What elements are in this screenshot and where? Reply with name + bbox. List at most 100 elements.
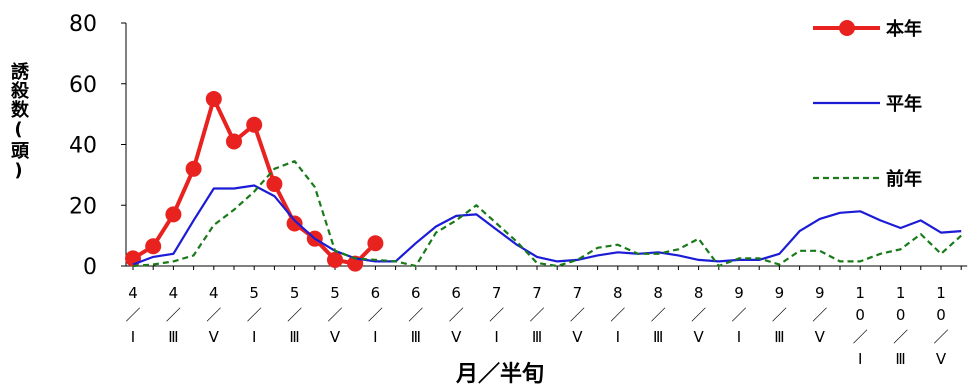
legend-item: 平年 [813, 93, 922, 115]
x-tick-label: Ⅴ [693, 328, 704, 346]
x-tick-label: 7 [492, 284, 502, 302]
x-tick-label: Ⅲ [168, 328, 178, 346]
x-tick-label: ／ [287, 306, 302, 324]
y-tick-label: 0 [83, 255, 97, 280]
x-tick-label: ／ [933, 328, 948, 346]
x-tick-label: 0 [936, 306, 946, 324]
series-marker [165, 206, 182, 223]
legend-label: 本年 [886, 18, 922, 40]
x-tick-label: Ⅰ [737, 328, 741, 346]
series-marker [266, 175, 283, 192]
y-axis-label-text: 誘殺数(頭) [8, 62, 29, 182]
x-tick-label: 9 [734, 284, 744, 302]
legend-marker [839, 20, 855, 36]
x-tick-label: ／ [529, 306, 544, 324]
x-tick-label: 0 [896, 306, 906, 324]
x-tick-label: 5 [290, 284, 300, 302]
x-tick-label: Ⅰ [616, 328, 620, 346]
x-tick-label: ／ [772, 306, 787, 324]
x-tick-label: ／ [368, 306, 383, 324]
series-marker [185, 160, 202, 177]
x-tick-label: Ⅴ [330, 328, 341, 346]
series-marker [367, 235, 384, 252]
y-axis-label: 誘殺数(頭) [4, 62, 34, 232]
x-tick-label: Ⅲ [653, 328, 663, 346]
x-tick-label: 4 [169, 284, 179, 302]
x-tick-label: ／ [570, 306, 585, 324]
x-tick-label: 4 [128, 284, 138, 302]
x-tick-label: 7 [573, 284, 583, 302]
x-tick-label: Ⅴ [209, 328, 220, 346]
x-tick-label: ／ [731, 306, 746, 324]
series-2 [132, 184, 962, 266]
x-tick-label: 0 [855, 306, 865, 324]
x-axis-label: 月／半旬 [455, 362, 544, 387]
x-tick-label: 9 [815, 284, 825, 302]
series-layer [125, 90, 962, 272]
x-tick-label: 6 [451, 284, 461, 302]
legend-label: 平年 [886, 93, 922, 115]
x-tick-label: Ⅴ [936, 350, 947, 368]
series-marker [286, 215, 303, 232]
x-tick-label: ／ [893, 328, 908, 346]
x-tick-label: ／ [691, 306, 706, 324]
x-tick-label: Ⅰ [252, 328, 256, 346]
x-tick-label: ／ [610, 306, 625, 324]
series-1 [125, 90, 384, 272]
x-tick-label: 5 [330, 284, 340, 302]
legend-item: 前年 [813, 168, 922, 190]
series-marker [226, 133, 242, 150]
series-line [132, 160, 962, 268]
y-axis: 0 20 40 60 80 [69, 12, 127, 280]
x-tick-label: Ⅰ [494, 328, 498, 346]
y-tick-label: 80 [69, 12, 97, 37]
x-tick-label: Ⅰ [131, 328, 135, 346]
x-tick-label: 7 [532, 284, 542, 302]
x-tick-label: Ⅲ [411, 328, 421, 346]
x-tick-label: 1 [855, 284, 865, 302]
x-tick-label: ／ [853, 328, 868, 346]
x-tick-label: Ⅲ [289, 328, 299, 346]
x-tick-label: Ⅰ [858, 350, 862, 368]
x-tick-label: ／ [206, 306, 221, 324]
x-tick-label: Ⅴ [815, 328, 826, 346]
x-tick-label: ／ [408, 306, 423, 324]
x-tick-label: ／ [449, 306, 464, 324]
x-tick-label: 4 [209, 284, 219, 302]
x-tick-label: 6 [411, 284, 421, 302]
x-axis: 4 ／ Ⅰ 4 ／ Ⅲ 4 ／ Ⅴ 5 ／ Ⅰ 5 ／ Ⅲ 5 ／ Ⅴ 6 ／ Ⅰ 6 ／ Ⅲ 6 ／ Ⅴ 7 ／ Ⅰ 7 ／ Ⅲ 7 ／ Ⅴ 8 ／ Ⅰ 8… [125, 265, 968, 368]
y-tick-label: 20 [69, 194, 97, 219]
x-tick-label: ／ [327, 306, 342, 324]
x-tick-label: Ⅰ [373, 328, 377, 346]
x-tick-label: Ⅲ [774, 328, 784, 346]
x-tick-label: Ⅲ [895, 350, 905, 368]
x-tick-label: 8 [694, 284, 704, 302]
series-line [132, 184, 962, 266]
x-tick-label: 8 [613, 284, 623, 302]
series-marker [145, 238, 162, 255]
x-tick-label: 6 [371, 284, 381, 302]
x-tick-label: 1 [936, 284, 946, 302]
series-marker [246, 116, 263, 133]
y-tick-label: 60 [69, 73, 97, 98]
x-tick-label: ／ [247, 306, 262, 324]
x-tick-label: 1 [896, 284, 906, 302]
x-tick-label: 5 [249, 284, 259, 302]
x-tick-label: ／ [489, 306, 504, 324]
x-tick-label: 8 [653, 284, 663, 302]
x-tick-label: Ⅴ [572, 328, 583, 346]
series-marker [205, 90, 222, 107]
x-tick-label: ／ [651, 306, 666, 324]
x-tick-label: ／ [125, 306, 140, 324]
x-tick-label: 9 [775, 284, 785, 302]
x-tick-label: Ⅴ [451, 328, 462, 346]
legend-item: 本年 [813, 18, 922, 40]
y-tick-label: 40 [69, 134, 97, 159]
x-tick-label: ／ [812, 306, 827, 324]
series-3 [132, 160, 962, 268]
legend-label: 前年 [886, 168, 922, 190]
x-tick-label: ／ [166, 306, 181, 324]
series-marker [327, 251, 343, 268]
